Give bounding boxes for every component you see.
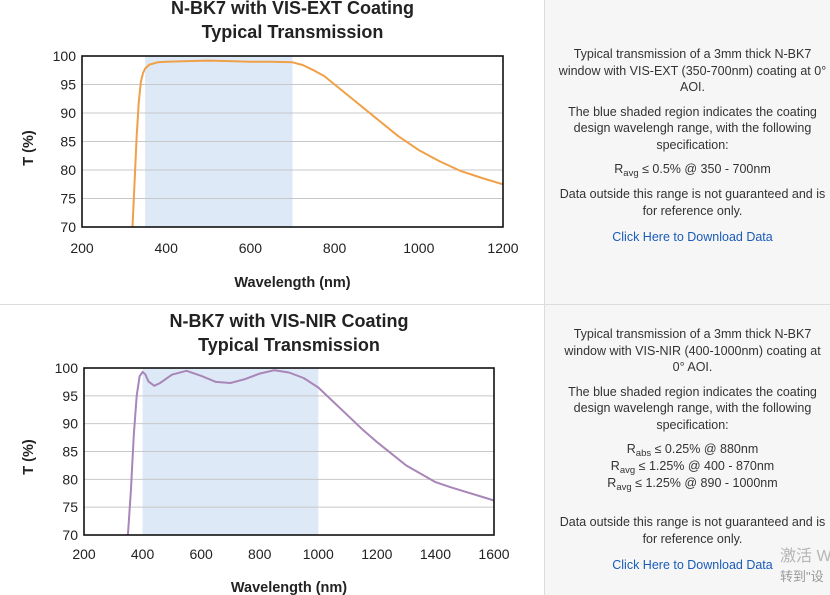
chart-vis-nir: N-BK7 with VIS-NIR Coating Typical Transm… — [21, 311, 510, 595]
spec-symbol: R — [610, 459, 620, 473]
spec-subscript: avg — [623, 168, 639, 179]
chart-title-line: N-BK7 with VIS-NIR Coating — [170, 311, 409, 331]
x-tick-label: 1600 — [478, 546, 509, 562]
disclaimer-text: Data outside this range is not guarantee… — [559, 187, 826, 218]
y-tick-label: 95 — [62, 388, 78, 404]
shade-note-text: The blue shaded region indicates the coa… — [568, 104, 817, 152]
info-panel-vis-nir: Typical transmission of a 3mm thick N-BK… — [545, 305, 830, 595]
y-tick-label: 75 — [60, 191, 76, 207]
spec-subscript: abs — [635, 448, 652, 459]
chart-vis-ext: N-BK7 with VIS-EXT Coating Typical Transm… — [21, 0, 519, 291]
watermark-line: 转到"设 — [780, 569, 824, 584]
spec-symbol: R — [614, 162, 624, 176]
watermark-line: 激活 W — [780, 548, 830, 565]
spec-line: Ravg ≤ 1.25% @ 890 - 1000nm — [557, 475, 828, 492]
y-tick-label: 85 — [62, 444, 78, 460]
y-tick-label: 80 — [62, 471, 78, 487]
plot-frame — [83, 367, 495, 536]
chart-cell-vis-ext: N-BK7 with VIS-EXT Coating Typical Transm… — [0, 0, 545, 304]
x-tick-label: 200 — [72, 546, 96, 562]
spec-line: Ravg ≤ 0.5% @ 350 - 700nm — [557, 161, 828, 178]
disclaimer-text: Data outside this range is not guarantee… — [559, 515, 826, 546]
chart-title-line: Typical Transmission — [198, 335, 380, 355]
spec-subscript: avg — [616, 482, 632, 493]
spec-list: Ravg ≤ 0.5% @ 350 - 700nm — [557, 161, 828, 178]
x-axis-label: Wavelength (nm) — [234, 275, 350, 291]
x-tick-label: 800 — [248, 546, 272, 562]
download-data-link[interactable]: Click Here to Download Data — [612, 230, 773, 244]
x-tick-label: 1200 — [487, 240, 518, 256]
x-tick-label: 1000 — [303, 546, 334, 562]
transmission-series-line — [131, 59, 504, 228]
chart-row-vis-nir: N-BK7 with VIS-NIR Coating Typical Transm… — [0, 305, 830, 595]
y-tick-label: 90 — [60, 105, 76, 121]
spec-symbol: R — [607, 476, 617, 490]
x-tick-label: 400 — [155, 240, 179, 256]
spec-subscript: avg — [619, 465, 636, 476]
spec-value: ≤ 1.25% @ 400 - 870nm — [635, 459, 775, 473]
y-tick-label: 100 — [53, 48, 77, 64]
x-tick-label: 600 — [189, 546, 213, 562]
y-tick-label: 85 — [60, 134, 76, 150]
spec-list: Rabs ≤ 0.25% @ 880nm Ravg ≤ 1.25% @ 400 … — [557, 441, 828, 492]
x-axis-label: Wavelength (nm) — [231, 580, 347, 595]
spec-value: ≤ 0.5% @ 350 - 700nm — [638, 162, 771, 176]
description-text: Typical transmission of a 3mm thick N-BK… — [558, 47, 827, 94]
x-tick-label: 200 — [70, 240, 94, 256]
y-tick-label: 90 — [62, 416, 78, 432]
download-data-link[interactable]: Click Here to Download Data — [612, 558, 773, 572]
spec-value: ≤ 0.25% @ 880nm — [651, 442, 759, 456]
y-tick-label: 70 — [60, 219, 76, 235]
y-tick-label: 100 — [55, 360, 79, 376]
x-tick-label: 400 — [131, 546, 155, 562]
y-axis-label: T (%) — [21, 439, 37, 475]
chart-title-line: Typical Transmission — [202, 22, 384, 42]
info-panel-vis-ext: Typical transmission of a 3mm thick N-BK… — [545, 0, 830, 304]
y-tick-label: 80 — [60, 162, 76, 178]
x-tick-label: 800 — [323, 240, 347, 256]
spec-value: ≤ 1.25% @ 890 - 1000nm — [631, 476, 778, 490]
y-axis-label: T (%) — [21, 130, 37, 166]
description-text: Typical transmission of a 3mm thick N-BK… — [564, 327, 821, 374]
chart-title-line: N-BK7 with VIS-EXT Coating — [171, 0, 414, 18]
spec-symbol: R — [626, 442, 636, 456]
x-tick-label: 1000 — [403, 240, 434, 256]
y-tick-label: 75 — [62, 499, 78, 515]
x-tick-label: 1200 — [361, 546, 392, 562]
spec-line: Rabs ≤ 0.25% @ 880nm — [557, 441, 828, 458]
activation-watermark: 激活 W 转到"设 — [780, 547, 830, 587]
transmission-series-line — [126, 369, 495, 536]
chart-row-vis-ext: N-BK7 with VIS-EXT Coating Typical Transm… — [0, 0, 830, 305]
plot-frame — [81, 55, 504, 228]
spec-line: Ravg ≤ 1.25% @ 400 - 870nm — [557, 458, 828, 475]
shade-note-text: The blue shaded region indicates the coa… — [568, 384, 817, 432]
y-tick-label: 95 — [60, 77, 76, 93]
y-tick-label: 70 — [62, 527, 78, 543]
chart-cell-vis-nir: N-BK7 with VIS-NIR Coating Typical Transm… — [0, 305, 545, 595]
x-tick-label: 1400 — [420, 546, 451, 562]
x-tick-label: 600 — [239, 240, 263, 256]
